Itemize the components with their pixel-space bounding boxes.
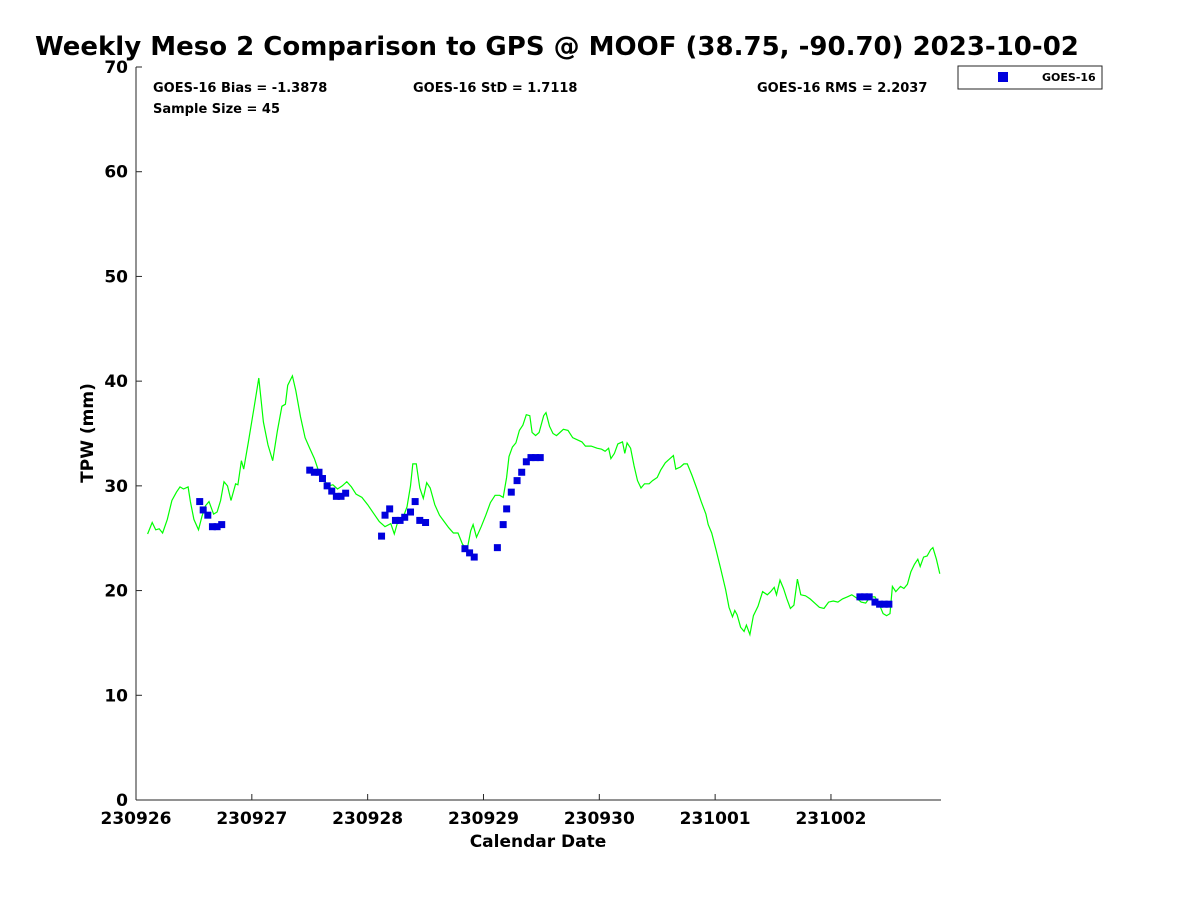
goes-point [536,454,544,462]
goes-point [328,487,336,495]
goes-point [871,598,879,606]
goes-point [332,492,340,500]
y-tick-label: 30 [104,477,128,497]
goes-point [204,511,212,519]
stat-rms: GOES-16 RMS = 2.2037 [757,81,927,96]
goes-point [401,513,409,521]
x-tick-label: 230926 [101,809,172,829]
goes-point [199,506,207,514]
x-tick-label: 230930 [564,809,635,829]
legend-marker-goes [998,72,1008,82]
goes-point [461,545,469,553]
gps-series-line [147,374,941,637]
x-tick-label: 230927 [216,809,287,829]
goes-point [318,475,326,483]
goes-point [218,521,226,529]
goes-point [466,549,474,557]
goes-point [306,466,314,474]
goes-point [208,523,216,531]
legend-label-goes: GOES-16 [1042,71,1096,84]
goes-point [411,498,419,506]
goes-point [880,600,888,608]
gps-line-path [147,374,941,637]
goes-point [470,553,478,561]
x-tick-label: 230929 [448,809,519,829]
stat-std: GOES-16 StD = 1.7118 [413,81,577,96]
goes-point [422,519,430,527]
goes-point [518,468,526,476]
y-ticks: 0 10 20 30 40 50 60 70 [104,58,142,811]
legend-box [957,65,1103,90]
goes-point [407,508,415,516]
goes-point [513,477,521,485]
y-axis-label: TPW (mm) [78,383,98,483]
goes-point [861,593,869,601]
goes-point [342,489,350,497]
goes-point [522,458,530,466]
x-ticks: 230926 230927 230928 230929 230930 231001 2310… [101,794,866,829]
y-tick-label: 70 [104,58,128,78]
goes-point [386,505,394,513]
x-axis-label: Calendar Date [470,832,607,852]
y-tick-label: 60 [104,163,128,183]
goes-point [396,516,404,524]
stat-sample-size: Sample Size = 45 [153,102,280,117]
goes-point [416,516,424,524]
y-tick-label: 50 [104,267,128,287]
stat-bias: GOES-16 Bias = -1.3878 [153,81,327,96]
goes-point [378,532,386,540]
legend: GOES-16 [957,65,1103,90]
goes-point [196,498,204,506]
x-tick-label: 231001 [680,809,751,829]
goes-point [315,468,323,476]
goes-point [323,482,331,490]
y-tick-label: 10 [104,686,128,706]
y-tick-label: 20 [104,582,128,602]
goes-point [381,511,389,519]
x-tick-label: 231002 [795,809,866,829]
goes-point [213,523,221,531]
goes-point [856,593,864,601]
goes-point [503,505,511,513]
goes-point [391,516,399,524]
goes-point [310,468,318,476]
goes-point [527,454,535,462]
goes-point [499,521,507,529]
goes-point [337,492,345,500]
x-tick-label: 230928 [332,809,403,829]
goes-point [532,454,540,462]
y-tick-label: 40 [104,372,128,392]
goes-series-points [196,454,893,608]
goes-point [876,600,884,608]
y-tick-label: 0 [116,791,128,811]
goes-point [507,488,515,496]
goes-point [865,593,873,601]
chart-title: Weekly Meso 2 Comparison to GPS @ MOOF (… [35,32,1079,62]
goes-point [493,544,501,552]
goes-point [885,600,893,608]
